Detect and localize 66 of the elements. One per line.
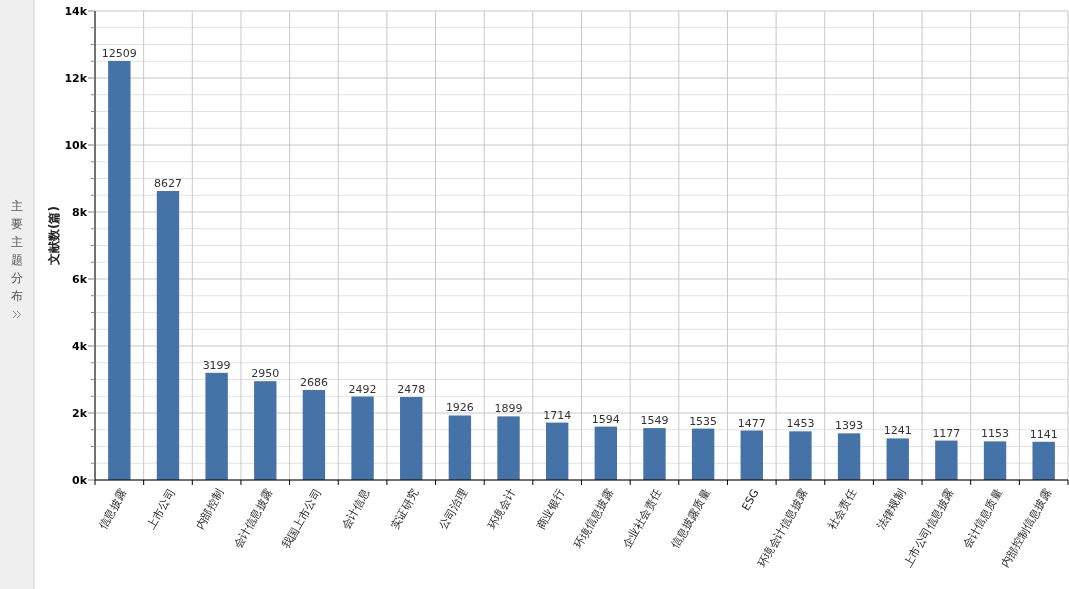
y-tick-label: 14k <box>64 4 88 18</box>
x-tick-label: 信息披露 <box>96 486 130 532</box>
y-axis-title: 文献数(篇) <box>47 206 61 266</box>
data-label: 1714 <box>543 408 572 422</box>
data-label: 8627 <box>153 177 182 190</box>
x-tick-label: 法律规制 <box>874 486 908 532</box>
bar <box>983 441 1007 480</box>
bar <box>448 415 472 480</box>
data-label: 1393 <box>835 419 864 433</box>
bar <box>643 428 666 480</box>
x-tick-label: 社会责任 <box>825 486 860 532</box>
y-tick-label: 0k <box>72 473 88 487</box>
bar <box>1032 441 1055 480</box>
bar <box>497 416 520 480</box>
bar <box>400 396 423 480</box>
x-tick-label: 会计信息质量 <box>960 486 1005 551</box>
bar <box>594 426 618 480</box>
y-tick-label: 10k <box>64 138 88 152</box>
data-label: 1899 <box>494 402 523 416</box>
data-label: 12509 <box>101 46 137 60</box>
bar <box>691 428 715 480</box>
bar <box>302 390 326 480</box>
x-tick-label: 实证研究 <box>387 486 422 532</box>
y-tick-label: 4k <box>72 339 88 353</box>
x-tick-label: 我国上市公司 <box>279 486 324 551</box>
x-tick-label: 商业银行 <box>533 486 568 532</box>
data-label: 1926 <box>445 401 474 415</box>
data-label: 2492 <box>348 382 377 396</box>
y-tick-label: 6k <box>72 272 88 286</box>
bar <box>108 60 131 480</box>
bar <box>935 440 958 480</box>
data-label: 1453 <box>786 417 815 431</box>
data-label: 1241 <box>883 424 912 438</box>
bar <box>545 422 569 480</box>
x-tick-label: 信息披露质量 <box>668 486 714 551</box>
data-label: 1535 <box>689 414 718 428</box>
data-label: 1549 <box>640 414 669 428</box>
x-tick-label: 环境会计 <box>485 486 519 532</box>
bar <box>351 396 374 480</box>
data-label: 2950 <box>251 367 280 381</box>
text: 主要主题分布 <box>11 199 23 303</box>
x-tick-label: 环境信息披露 <box>571 486 616 551</box>
data-label: 1153 <box>981 427 1010 441</box>
x-tick-label: 上市公司 <box>144 486 178 532</box>
data-label: 3199 <box>202 358 231 372</box>
data-label: 2686 <box>299 376 328 390</box>
bar <box>156 191 180 480</box>
data-label: 1177 <box>932 426 961 440</box>
x-tick-label: 公司治理 <box>436 486 470 532</box>
y-tick-label: 2k <box>72 406 88 420</box>
x-tick-label: 会计信息披露 <box>230 486 276 551</box>
bar <box>789 431 812 480</box>
data-label: 1594 <box>591 412 620 426</box>
x-tick-label: 企业社会责任 <box>620 486 665 551</box>
y-tick-label: 8k <box>72 205 88 219</box>
data-label: 1141 <box>1029 427 1058 441</box>
y-tick-label: 12k <box>64 71 88 85</box>
x-tick-label: 会计信息 <box>339 486 373 532</box>
bar <box>254 381 277 480</box>
data-label: 2478 <box>397 382 426 396</box>
bar <box>740 430 763 480</box>
x-tick-label: 内部控制 <box>193 486 227 532</box>
bar <box>205 372 228 480</box>
bar <box>886 438 909 480</box>
data-label: 1477 <box>737 416 766 430</box>
bar <box>837 433 861 480</box>
